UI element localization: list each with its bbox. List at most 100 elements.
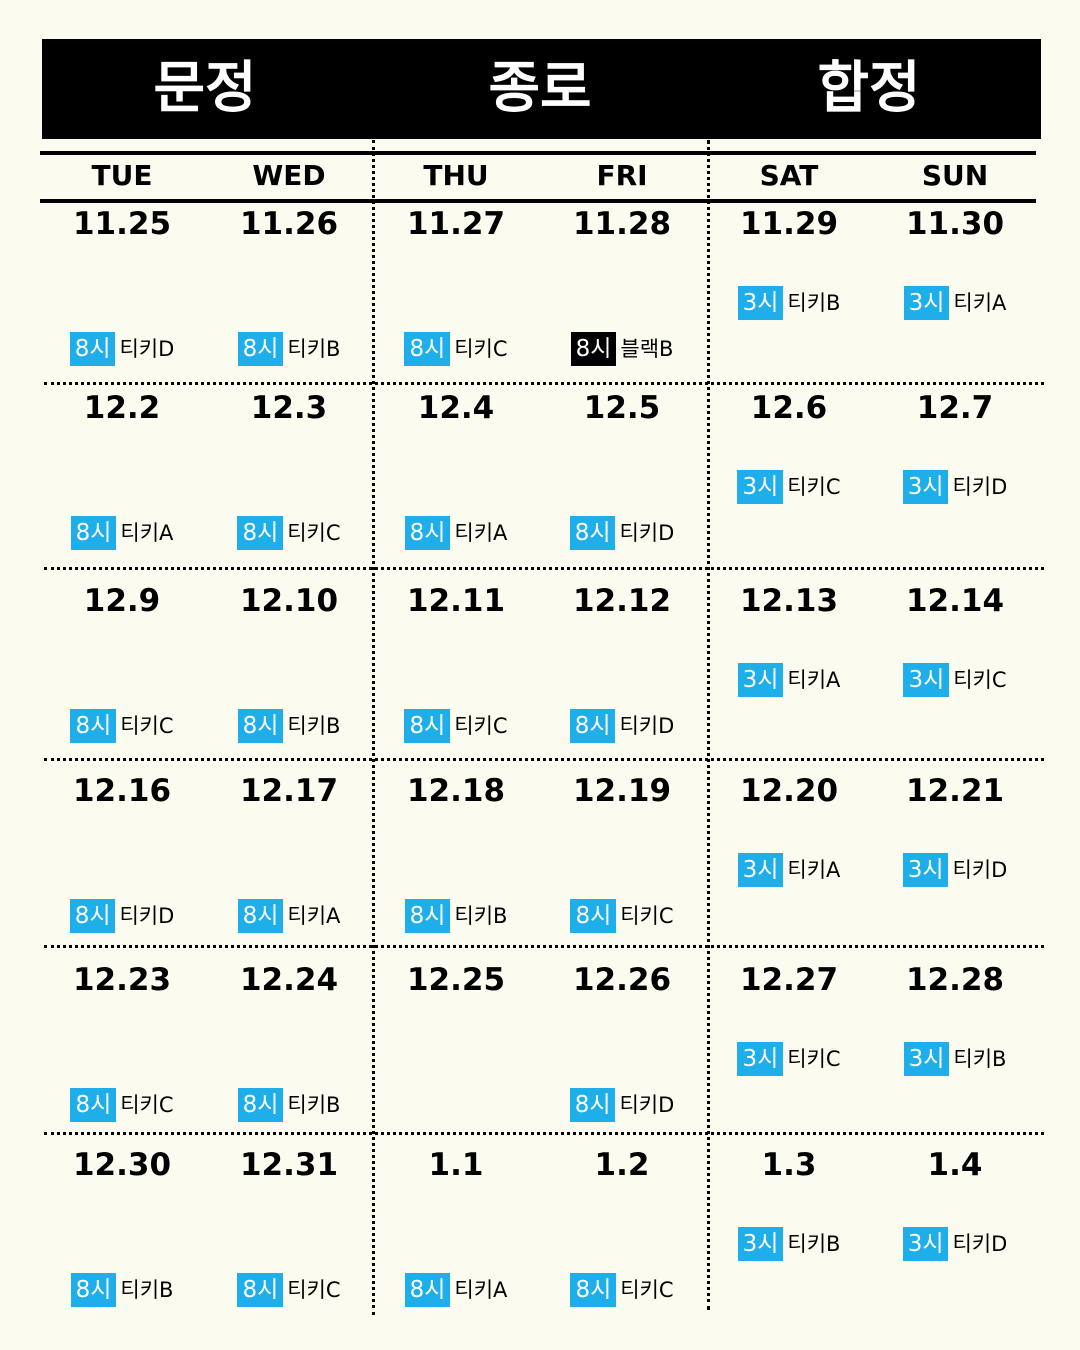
date-label: 12.30 [72, 1147, 172, 1183]
showtime-badge: 8시 [70, 516, 117, 550]
showtime-entry: 8시 블랙B [539, 332, 706, 366]
showtime-badge: 8시 [237, 709, 284, 743]
showtime-badge: 8시 [70, 1273, 117, 1307]
date-label: 12.25 [406, 962, 506, 998]
date-label: 12.27 [739, 962, 839, 998]
date-label: 12.16 [72, 773, 172, 809]
venue-label-hapjeong: 합정 [817, 56, 921, 121]
calendar-day-cell: 11.30 3시 티키A [872, 204, 1039, 374]
date-label: 11.26 [239, 206, 339, 242]
cast-label: 티키A [787, 668, 841, 692]
date-label: 12.20 [739, 773, 839, 809]
cast-label: 티키A [454, 521, 508, 545]
calendar-day-cell: 12.13 3시 티키A [706, 581, 873, 751]
cast-label: 티키B [953, 1047, 1007, 1071]
day-label-tue: TUE [91, 159, 153, 192]
calendar-day-cell: 12.4 8시 티키A [373, 388, 540, 558]
calendar-day-cell: 12.23 8시 티키C [39, 960, 206, 1130]
date-label: 12.28 [905, 962, 1005, 998]
cast-label: 티키A [454, 1278, 508, 1302]
showtime-badge: 8시 [570, 899, 617, 933]
showtime-badge: 8시 [569, 516, 616, 550]
showtime-entry: 3시 티키D [872, 470, 1039, 504]
date-label: 12.6 [750, 390, 828, 426]
cast-label: 티키B [787, 291, 841, 315]
date-label: 12.14 [905, 583, 1005, 619]
showtime-badge: 3시 [737, 286, 784, 320]
date-label: 12.7 [916, 390, 994, 426]
cast-label: 티키C [620, 904, 674, 928]
cast-label: 티키B [120, 1278, 174, 1302]
date-label: 1.1 [428, 1147, 484, 1183]
calendar-day-cell: 11.27 8시 티키C [373, 204, 540, 374]
date-label: 1.3 [761, 1147, 817, 1183]
day-label-sat: SAT [759, 159, 819, 192]
showtime-badge: 3시 [737, 853, 784, 887]
showtime-badge: 8시 [404, 516, 451, 550]
day-label-wed: WED [252, 159, 326, 192]
showtime-badge: 8시 [570, 1273, 617, 1307]
showtime-badge: 3시 [737, 663, 784, 697]
venue-label-jongno: 종로 [488, 56, 592, 121]
date-label: 11.29 [739, 206, 839, 242]
cast-label: 티키A [953, 291, 1007, 315]
showtime-entry: 8시 티키D [539, 516, 706, 550]
cast-label: 티키D [619, 521, 675, 545]
calendar-day-cell: 1.3 3시 티키B [706, 1145, 873, 1315]
calendar-day-cell: 12.19 8시 티키C [539, 771, 706, 941]
date-label: 12.18 [406, 773, 506, 809]
showtime-badge: 8시 [569, 1088, 616, 1122]
showtime-badge: 3시 [903, 1042, 950, 1076]
day-label-sun: SUN [921, 159, 989, 192]
calendar-day-cell: 12.16 8시 티키D [39, 771, 206, 941]
showtime-entry: 3시 티키D [872, 1227, 1039, 1261]
showtime-entry: 3시 티키A [706, 663, 873, 697]
header-bottom-rule [40, 199, 1036, 203]
showtime-badge: 8시 [404, 899, 451, 933]
cast-label: 티키A [787, 858, 841, 882]
date-label: 12.17 [239, 773, 339, 809]
cast-label: 티키B [287, 337, 341, 361]
week-divider [44, 1132, 1044, 1135]
showtime-entry: 8시 티키B [39, 1273, 206, 1307]
showtime-badge: 8시 [70, 709, 117, 743]
calendar-day-cell: 12.31 8시 티키C [206, 1145, 373, 1315]
showtime-badge: 3시 [737, 470, 784, 504]
cast-label: 티키C [120, 714, 174, 738]
showtime-badge: 8시 [570, 332, 617, 366]
showtime-entry: 8시 티키C [39, 709, 206, 743]
cast-label: 블랙B [620, 337, 674, 361]
cast-label: 티키C [120, 1093, 174, 1117]
showtime-entry: 8시 티키B [373, 899, 540, 933]
day-label-fri: FRI [596, 159, 648, 192]
calendar-day-cell: 12.2 8시 티키A [39, 388, 206, 558]
date-label: 12.13 [739, 583, 839, 619]
date-label: 12.26 [572, 962, 672, 998]
venue-divider-2 [707, 140, 710, 1310]
calendar-day-cell: 12.27 3시 티키C [706, 960, 873, 1130]
showtime-entry: 8시 티키B [206, 709, 373, 743]
date-label: 11.25 [72, 206, 172, 242]
showtime-entry: 3시 티키A [872, 286, 1039, 320]
showtime-badge: 3시 [737, 1227, 784, 1261]
showtime-badge: 8시 [404, 332, 451, 366]
date-label: 11.28 [572, 206, 672, 242]
showtime-badge: 8시 [237, 516, 284, 550]
calendar-day-cell: 12.10 8시 티키B [206, 581, 373, 751]
date-label: 11.27 [406, 206, 506, 242]
showtime-entry: 8시 티키D [39, 899, 206, 933]
showtime-badge: 3시 [903, 286, 950, 320]
showtime-entry: 8시 티키A [373, 1273, 540, 1307]
showtime-entry: 3시 티키B [872, 1042, 1039, 1076]
cast-label: 티키C [454, 714, 508, 738]
date-label: 11.30 [905, 206, 1005, 242]
calendar-day-cell: 12.14 3시 티키C [872, 581, 1039, 751]
showtime-badge: 8시 [237, 1088, 284, 1122]
showtime-entry: 8시 티키C [206, 1273, 373, 1307]
showtime-entry: 8시 티키C [539, 1273, 706, 1307]
day-label-thu: THU [423, 159, 489, 192]
showtime-entry: 8시 티키D [539, 709, 706, 743]
calendar-day-cell: 12.11 8시 티키C [373, 581, 540, 751]
showtime-badge: 8시 [69, 899, 116, 933]
showtime-entry: 8시 티키C [373, 332, 540, 366]
